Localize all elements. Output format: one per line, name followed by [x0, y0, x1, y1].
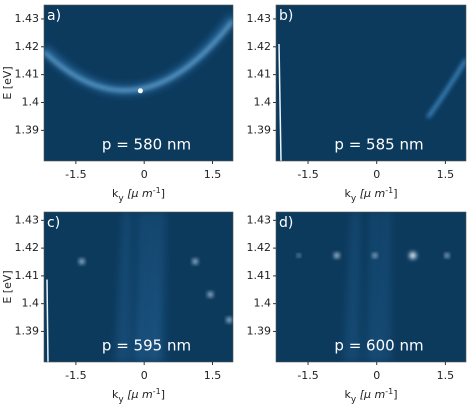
x-label-sub: y: [351, 395, 357, 405]
x-tick-label: -1.5: [65, 168, 86, 181]
x-tick-label: -1.5: [297, 168, 318, 181]
y-axis-label: E [eV]: [1, 66, 14, 99]
y-tick-label: 1.42: [15, 40, 40, 53]
x-label-end: ]: [393, 187, 397, 200]
edge-line: [278, 43, 282, 161]
x-tick-label: 0: [373, 168, 380, 181]
x-tick-label: -1.5: [297, 369, 318, 382]
streak: [373, 212, 391, 362]
y-tick-label: 1.4: [254, 297, 272, 310]
spot: [226, 317, 232, 323]
spot: [409, 252, 417, 259]
y-tick-label: 1.43: [15, 213, 40, 226]
panel-label: d): [279, 215, 293, 231]
x-label-sub: y: [118, 194, 124, 204]
panel-label: a): [47, 8, 61, 24]
image-content: [278, 43, 466, 161]
spot: [207, 292, 213, 297]
y-tick-label: 1.42: [247, 40, 272, 53]
x-label-unit: [μ m: [356, 388, 385, 401]
x-label-unit: [μ m: [124, 187, 153, 200]
spot: [192, 259, 198, 264]
image-content: [44, 15, 233, 95]
frame: [275, 4, 467, 162]
y-tick-label: 1.42: [15, 241, 40, 254]
frame: [43, 4, 234, 162]
x-tick-label: 1.5: [437, 369, 455, 382]
y-tick-label: 1.39: [15, 123, 40, 136]
streak: [150, 212, 165, 362]
spot: [79, 259, 85, 264]
y-tick-label: 1.39: [247, 324, 272, 337]
frame: [275, 211, 467, 363]
x-label-unit: [μ m: [124, 388, 153, 401]
image-background: [44, 5, 233, 161]
x-axis-label: ky [μ m-1]: [112, 387, 165, 405]
y-tick-label: 1.39: [247, 123, 272, 136]
bright-spot: [137, 88, 143, 94]
frame: [43, 211, 234, 363]
panel-label: c): [47, 215, 60, 231]
x-tick-label: 1.5: [204, 369, 222, 382]
x-label-main: k: [345, 388, 352, 401]
x-tick-label: 0: [141, 369, 148, 382]
image-clip: [46, 212, 232, 362]
x-label-main: k: [345, 187, 352, 200]
annotation: p = 595 nm: [102, 337, 191, 355]
x-label-sub: y: [351, 194, 357, 204]
x-tick-label: 0: [141, 168, 148, 181]
image-clip: [278, 43, 466, 161]
faint-branch: [426, 58, 466, 119]
y-tick-label: 1.43: [247, 213, 272, 226]
y-tick-label: 1.41: [247, 68, 272, 81]
x-axis-label: ky [μ m-1]: [112, 186, 165, 204]
streak: [114, 212, 132, 362]
x-axis-label: ky [μ m-1]: [345, 387, 398, 405]
image-content: [297, 212, 449, 362]
annotation: p = 580 nm: [102, 136, 191, 154]
x-tick-label: 1.5: [204, 168, 222, 181]
y-tick-label: 1.41: [15, 269, 40, 282]
streak: [343, 212, 361, 362]
x-label-sup: -1: [153, 186, 161, 195]
x-label-sup: -1: [153, 387, 161, 396]
x-label-sup: -1: [385, 387, 393, 396]
x-label-end: ]: [161, 187, 165, 200]
annotation: p = 585 nm: [334, 136, 423, 154]
y-tick-label: 1.4: [22, 96, 40, 109]
image-content: [46, 212, 232, 362]
image-background: [276, 5, 466, 161]
y-tick-label: 1.41: [15, 68, 40, 81]
spot: [372, 253, 377, 258]
x-axis-label: ky [μ m-1]: [345, 186, 398, 204]
y-tick-label: 1.41: [247, 269, 272, 282]
y-tick-label: 1.42: [247, 241, 272, 254]
edge-line: [46, 279, 49, 362]
y-tick-label: 1.43: [15, 12, 40, 25]
x-label-sub: y: [118, 395, 124, 405]
x-label-end: ]: [161, 388, 165, 401]
y-axis-label: E [eV]: [1, 270, 14, 303]
x-tick-label: 1.5: [437, 168, 455, 181]
image-clip: [44, 15, 233, 95]
y-tick-label: 1.4: [22, 297, 40, 310]
y-tick-label: 1.39: [15, 324, 40, 337]
x-tick-label: 0: [373, 369, 380, 382]
y-tick-label: 1.43: [247, 12, 272, 25]
image-clip: [297, 212, 449, 362]
spot: [445, 253, 449, 258]
x-label-sup: -1: [385, 186, 393, 195]
x-label-end: ]: [393, 388, 397, 401]
spot: [297, 254, 301, 257]
spot: [334, 253, 340, 258]
annotation: p = 600 nm: [334, 337, 423, 355]
x-label-main: k: [112, 388, 119, 401]
y-tick-label: 1.4: [254, 96, 272, 109]
x-label-main: k: [112, 187, 119, 200]
x-tick-label: -1.5: [65, 369, 86, 382]
x-label-unit: [μ m: [356, 187, 385, 200]
streak: [365, 212, 379, 362]
panel-label: b): [279, 8, 293, 24]
